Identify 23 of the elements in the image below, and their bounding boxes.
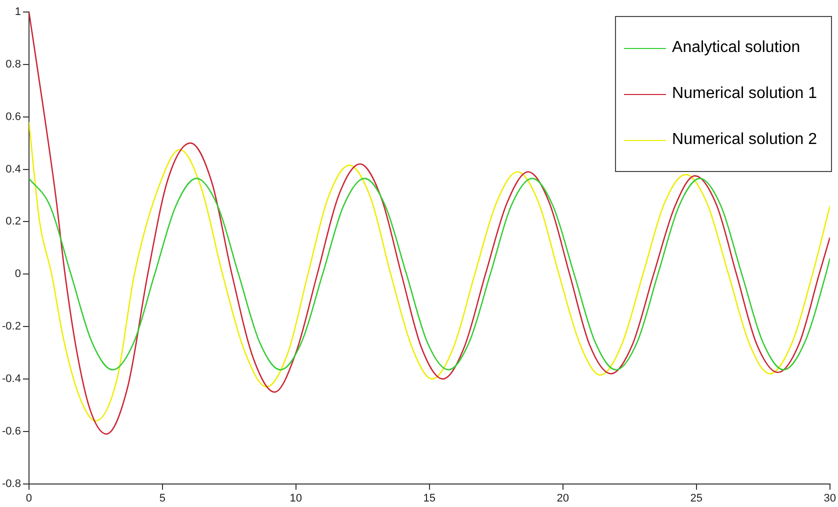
y-tick-label: -0.8 — [2, 478, 21, 490]
y-tick-label: 0.4 — [6, 163, 21, 176]
y-tick-label: 0.8 — [6, 58, 21, 70]
legend-label: Analytical solution — [672, 39, 800, 57]
x-tick-label: 0 — [26, 492, 32, 504]
line-series — [28, 121, 830, 422]
x-tick-label: 10 — [290, 492, 302, 504]
y-tick-label: 1 — [14, 6, 21, 18]
y-tick-label: -0.2 — [2, 320, 21, 333]
legend-label: Numerical solution 2 — [672, 131, 817, 149]
x-tick-label: 25 — [690, 492, 703, 504]
legend-label: Numerical solution 1 — [672, 85, 817, 103]
line-series — [28, 178, 830, 370]
y-tick-label: 0.2 — [6, 216, 21, 228]
y-tick-label: 0.6 — [6, 110, 21, 123]
x-tick-label: 5 — [159, 492, 166, 504]
x-tick-label: 20 — [556, 492, 570, 504]
x-tick-label: 30 — [824, 492, 836, 504]
y-tick-label: -0.6 — [2, 425, 21, 438]
y-tick-label: 0 — [14, 268, 21, 280]
x-tick-label: 15 — [423, 492, 436, 504]
line-series — [28, 12, 830, 435]
y-tick-label: -0.4 — [2, 372, 21, 385]
